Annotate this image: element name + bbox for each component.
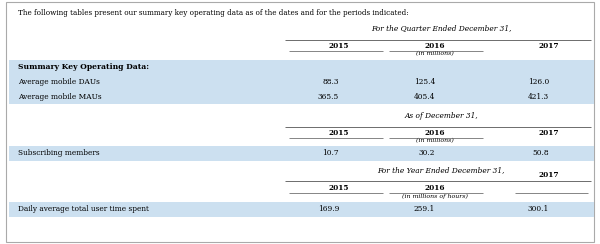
Text: (in millions of hours): (in millions of hours)	[402, 193, 468, 199]
Text: As of December 31,: As of December 31,	[404, 112, 478, 120]
Text: 88.3: 88.3	[323, 78, 339, 86]
Text: 2016: 2016	[425, 129, 445, 137]
Text: 2017: 2017	[539, 42, 559, 50]
Text: 2015: 2015	[329, 42, 349, 50]
Text: (in millions): (in millions)	[416, 51, 454, 56]
Text: Daily average total user time spent: Daily average total user time spent	[18, 205, 149, 213]
FancyBboxPatch shape	[9, 74, 594, 89]
Text: The following tables present our summary key operating data as of the dates and : The following tables present our summary…	[18, 9, 409, 17]
Text: 126.0: 126.0	[528, 78, 549, 86]
Text: 125.4: 125.4	[414, 78, 435, 86]
Text: 30.2: 30.2	[419, 149, 435, 157]
Text: Average mobile DAUs: Average mobile DAUs	[18, 78, 100, 86]
Text: Average mobile MAUs: Average mobile MAUs	[18, 93, 101, 101]
Text: 259.1: 259.1	[414, 205, 435, 213]
FancyBboxPatch shape	[6, 2, 594, 242]
Text: Subscribing members: Subscribing members	[18, 149, 100, 157]
Text: 2017: 2017	[539, 171, 559, 179]
Text: 405.4: 405.4	[413, 93, 435, 101]
Text: Summary Key Operating Data:: Summary Key Operating Data:	[18, 63, 149, 71]
Text: 2015: 2015	[329, 129, 349, 137]
Text: 300.1: 300.1	[528, 205, 549, 213]
Text: 10.7: 10.7	[322, 149, 339, 157]
FancyBboxPatch shape	[9, 60, 594, 74]
Text: 365.5: 365.5	[318, 93, 339, 101]
FancyBboxPatch shape	[9, 89, 594, 104]
FancyBboxPatch shape	[9, 202, 594, 217]
FancyBboxPatch shape	[9, 146, 594, 161]
Text: 2017: 2017	[539, 129, 559, 137]
Text: (in millions): (in millions)	[416, 138, 454, 143]
Text: 50.8: 50.8	[532, 149, 549, 157]
Text: 169.9: 169.9	[317, 205, 339, 213]
Text: For the Year Ended December 31,: For the Year Ended December 31,	[377, 166, 505, 174]
Text: 421.3: 421.3	[528, 93, 549, 101]
Text: 2015: 2015	[329, 184, 349, 192]
Text: For the Quarter Ended December 31,: For the Quarter Ended December 31,	[371, 24, 511, 32]
Text: 2016: 2016	[425, 42, 445, 50]
Text: 2016: 2016	[425, 184, 445, 192]
